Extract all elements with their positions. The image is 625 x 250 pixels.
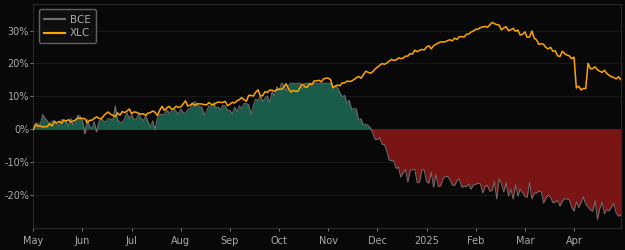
Legend: BCE, XLC: BCE, XLC — [39, 10, 96, 43]
